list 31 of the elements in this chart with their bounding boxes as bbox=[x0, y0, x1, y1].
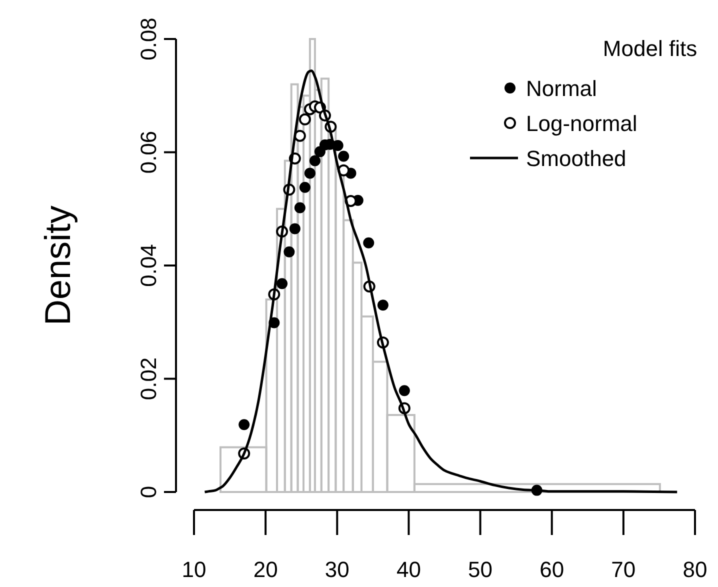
point bbox=[298, 113, 311, 126]
x-tick-label: 50 bbox=[468, 557, 493, 582]
point bbox=[238, 419, 250, 430]
y-axis-title: Density bbox=[37, 205, 78, 326]
point bbox=[363, 237, 374, 248]
point bbox=[284, 246, 295, 258]
legend-label: Smoothed bbox=[526, 146, 626, 171]
x-tick-label: 20 bbox=[253, 557, 278, 582]
point bbox=[398, 385, 410, 396]
y-tick-label: 0.08 bbox=[136, 18, 161, 60]
x-tick-label: 80 bbox=[682, 557, 708, 582]
point bbox=[304, 168, 316, 179]
x-tick-label: 40 bbox=[396, 557, 421, 582]
x-tick-label: 30 bbox=[324, 557, 350, 582]
x-tick-label: 70 bbox=[611, 557, 636, 582]
x-tick-label: 60 bbox=[540, 557, 564, 582]
point bbox=[338, 150, 350, 162]
legend-label: Normal bbox=[526, 76, 597, 101]
point bbox=[377, 300, 388, 311]
point bbox=[276, 278, 288, 290]
y-tick-label: 0 bbox=[136, 486, 161, 498]
point bbox=[294, 202, 306, 214]
point bbox=[309, 155, 320, 166]
point bbox=[299, 182, 310, 193]
x-tick-label: 10 bbox=[182, 557, 206, 582]
y-tick-label: 0.02 bbox=[136, 357, 161, 400]
point bbox=[289, 223, 300, 234]
legend-label: Log-normal bbox=[526, 111, 638, 136]
legend-title: Model fits bbox=[602, 36, 698, 61]
y-tick-label: 0.06 bbox=[136, 130, 161, 174]
y-tick-label: 0.04 bbox=[136, 244, 161, 287]
